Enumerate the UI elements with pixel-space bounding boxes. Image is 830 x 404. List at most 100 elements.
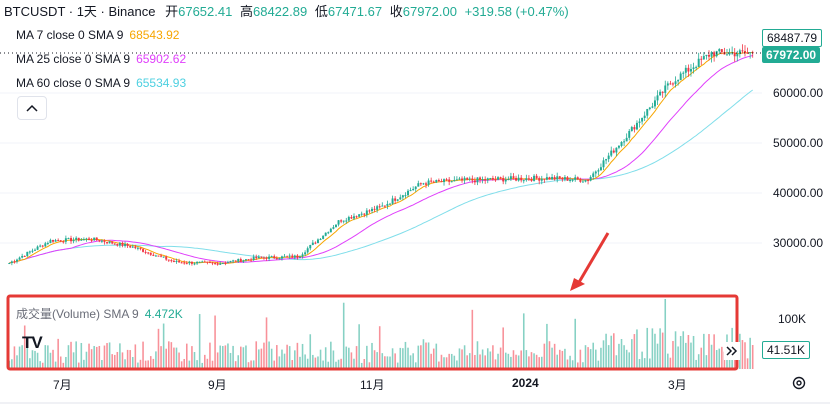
candle xyxy=(687,64,690,77)
volume-bar xyxy=(486,348,489,369)
volume-bar xyxy=(631,339,633,369)
volume-bar xyxy=(193,352,196,369)
candle xyxy=(746,47,749,54)
volume-bar xyxy=(479,354,481,369)
candle xyxy=(695,65,698,71)
candle-body xyxy=(710,52,713,57)
candle-body xyxy=(16,259,18,262)
volume-bar xyxy=(463,345,466,369)
candle xyxy=(731,46,734,55)
candle-body xyxy=(491,178,494,180)
volume-bar xyxy=(625,349,628,369)
ma7-legend[interactable]: MA 7 close 0 SMA 9 68543.92 xyxy=(16,28,179,42)
candle-body xyxy=(589,176,592,181)
candle xyxy=(111,241,114,245)
volume-bar xyxy=(659,328,661,369)
candle-body xyxy=(322,235,325,239)
volume-bar xyxy=(584,345,587,369)
candle-body xyxy=(497,177,500,180)
ma60-legend[interactable]: MA 60 close 0 SMA 9 65534.93 xyxy=(16,76,186,90)
volume-bar xyxy=(52,349,54,369)
candle-body xyxy=(278,258,281,260)
candle xyxy=(509,172,512,182)
candle xyxy=(427,178,430,187)
candle-body xyxy=(347,216,350,221)
volume-bar xyxy=(304,354,306,369)
candle xyxy=(515,175,518,182)
candle xyxy=(538,176,541,185)
volume-bar xyxy=(427,342,430,369)
volume-bar xyxy=(11,359,13,369)
candle xyxy=(144,249,147,255)
candle xyxy=(270,255,273,258)
volume-bar xyxy=(391,348,394,369)
candle xyxy=(646,108,649,119)
candle-body xyxy=(324,232,327,236)
volume-bar xyxy=(227,343,229,369)
candle-body xyxy=(625,137,628,142)
candle-body xyxy=(584,179,587,182)
candle xyxy=(625,133,628,142)
volume-bar xyxy=(301,343,304,369)
candle-body xyxy=(260,256,263,258)
high-price-tag: 68487.79 xyxy=(762,29,823,47)
ma7-path xyxy=(9,51,753,264)
candle-body xyxy=(738,50,741,55)
candle-body xyxy=(556,176,559,180)
candle-body xyxy=(85,238,88,240)
candle-body xyxy=(404,195,407,197)
collapse-legend-button[interactable] xyxy=(17,96,47,120)
candle xyxy=(530,177,533,182)
candle-body xyxy=(522,180,525,182)
candle-body xyxy=(203,261,206,263)
candle xyxy=(458,176,461,180)
volume-bar xyxy=(574,318,577,369)
candle xyxy=(461,176,464,183)
volume-bar xyxy=(309,334,312,369)
candle xyxy=(684,65,687,78)
candle xyxy=(592,171,595,180)
candle xyxy=(278,257,281,260)
volume-bar xyxy=(363,359,366,369)
candle-body xyxy=(57,240,60,242)
candle-body xyxy=(111,241,114,244)
candle xyxy=(250,257,253,262)
candle-body xyxy=(635,122,638,130)
volume-bar xyxy=(353,358,355,369)
candle-body xyxy=(661,91,664,93)
ma25-legend[interactable]: MA 25 close 0 SMA 9 65902.62 xyxy=(16,52,186,66)
candle-body xyxy=(180,262,183,264)
candle xyxy=(365,208,368,218)
gear-icon[interactable] xyxy=(791,375,807,391)
candle xyxy=(371,206,373,214)
candle xyxy=(669,80,672,85)
scroll-to-realtime-button[interactable] xyxy=(724,342,740,360)
candle xyxy=(319,237,322,241)
candle xyxy=(178,258,181,263)
candle xyxy=(664,80,667,98)
candle xyxy=(723,47,726,55)
candle-body xyxy=(52,239,55,242)
candle-body xyxy=(638,121,641,123)
volume-bar xyxy=(170,342,173,369)
volume-bar xyxy=(234,361,237,369)
volume-bar xyxy=(111,354,113,369)
chevron-up-icon xyxy=(26,104,38,112)
volume-bar xyxy=(116,351,119,369)
volume-value: 4.472K xyxy=(144,307,183,321)
candle xyxy=(75,236,78,243)
candle-body xyxy=(412,188,415,191)
candle-body xyxy=(363,213,366,215)
price-tick-40000: 40000.00 xyxy=(773,186,824,200)
volume-bar xyxy=(546,323,548,369)
volume-bar xyxy=(710,344,713,369)
volume-legend[interactable]: 成交量(Volume) SMA 9 4.472K xyxy=(16,305,183,322)
tradingview-logo[interactable]: TV xyxy=(22,333,43,352)
volume-bar xyxy=(690,342,692,369)
candle-body xyxy=(682,72,685,74)
candle-body xyxy=(134,246,137,249)
candle xyxy=(363,213,366,218)
candle-body xyxy=(108,241,111,244)
volume-bar xyxy=(494,359,497,369)
